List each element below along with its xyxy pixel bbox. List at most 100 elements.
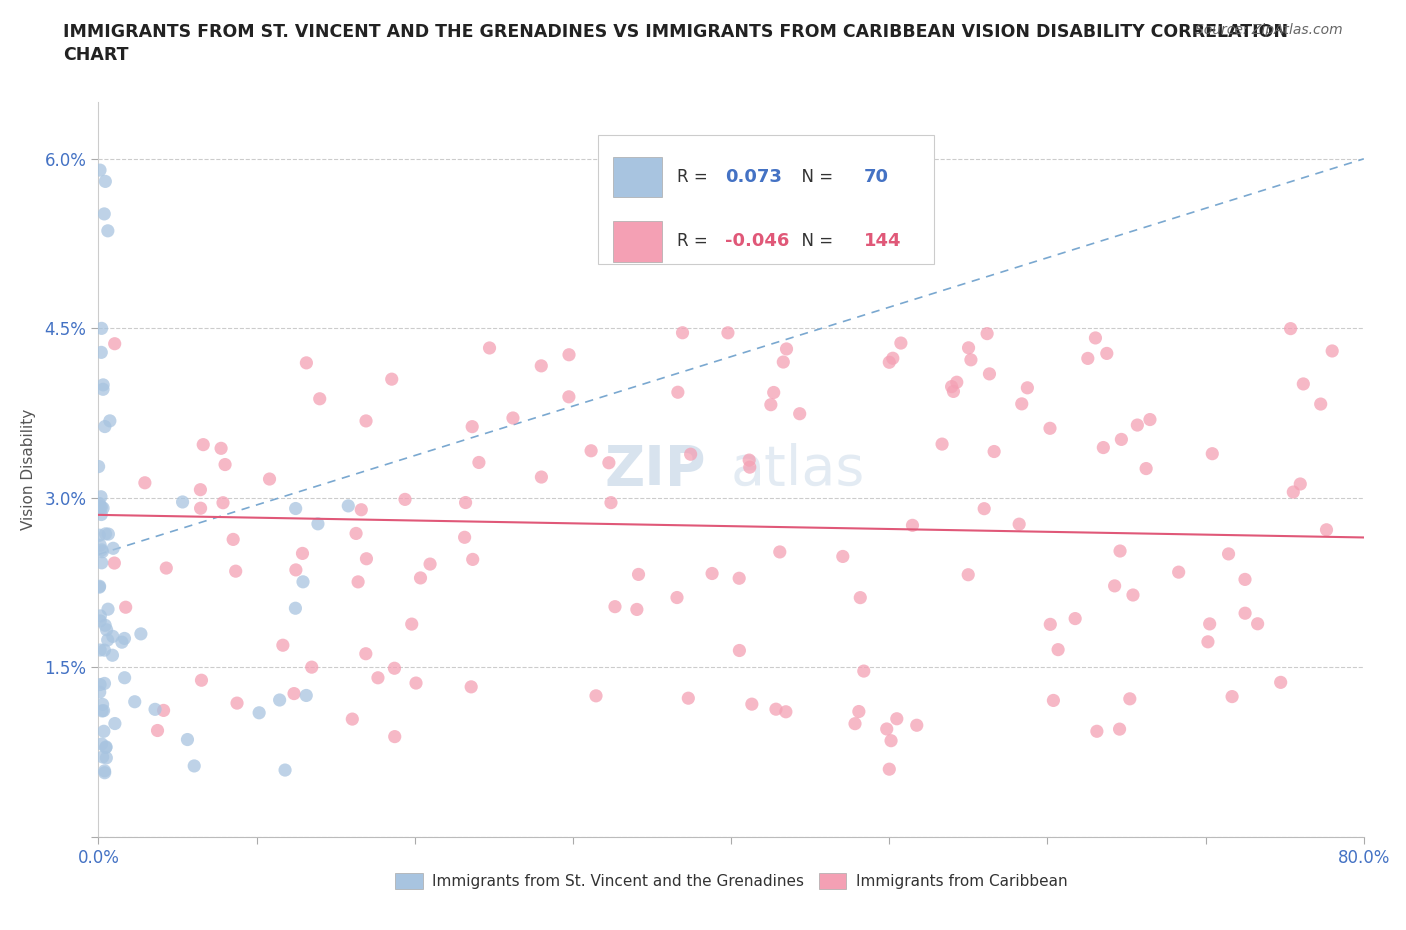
Point	[89, 496, 111, 511]
Point	[478, 340, 501, 355]
Point	[342, 711, 364, 726]
Point	[775, 341, 797, 356]
Point	[87, 459, 110, 474]
Point	[973, 501, 995, 516]
Point	[1017, 380, 1039, 395]
Point	[876, 722, 898, 737]
Point	[852, 664, 875, 679]
Point	[89, 684, 111, 699]
Point	[558, 390, 581, 405]
FancyBboxPatch shape	[613, 157, 661, 197]
Point	[979, 366, 1001, 381]
Point	[91, 500, 114, 515]
Point	[942, 384, 965, 399]
Point	[381, 372, 404, 387]
Point	[93, 765, 115, 780]
Point	[1085, 724, 1108, 738]
Point	[271, 638, 294, 653]
Point	[354, 414, 377, 429]
Point	[454, 495, 477, 510]
Point	[97, 526, 120, 541]
Point	[292, 575, 315, 590]
Point	[941, 379, 963, 394]
Point	[93, 724, 115, 738]
Text: Source: ZipAtlas.com: Source: ZipAtlas.com	[1195, 23, 1343, 37]
Point	[91, 378, 114, 392]
Point	[93, 764, 115, 778]
Point	[295, 688, 318, 703]
Point	[90, 737, 112, 751]
Point	[789, 406, 811, 421]
Point	[94, 174, 117, 189]
Point	[1218, 547, 1240, 562]
Point	[89, 163, 111, 178]
Point	[1042, 693, 1064, 708]
Point	[222, 532, 245, 547]
Point	[603, 599, 626, 614]
Point	[89, 538, 111, 552]
Point	[848, 704, 870, 719]
Point	[344, 526, 367, 541]
Point	[1095, 346, 1118, 361]
Point	[269, 693, 291, 708]
Point	[728, 643, 751, 658]
Point	[419, 557, 441, 572]
Point	[461, 552, 484, 567]
Point	[225, 564, 247, 578]
Point	[183, 759, 205, 774]
Point	[93, 703, 115, 718]
Point	[90, 555, 112, 570]
Point	[775, 704, 797, 719]
Point	[530, 470, 553, 485]
Point	[738, 453, 761, 468]
Point	[1126, 418, 1149, 432]
Point	[957, 567, 980, 582]
Point	[152, 703, 174, 718]
Point	[1220, 689, 1243, 704]
Point	[1008, 517, 1031, 532]
Point	[94, 419, 117, 434]
Point	[274, 763, 297, 777]
Point	[214, 458, 236, 472]
Point	[91, 544, 114, 559]
Point	[671, 326, 693, 340]
Point	[96, 622, 118, 637]
Point	[104, 337, 127, 352]
Text: 144: 144	[863, 232, 901, 250]
Point	[347, 575, 370, 590]
Y-axis label: Vision Disability: Vision Disability	[21, 409, 37, 530]
Text: CHART: CHART	[63, 46, 129, 64]
Point	[678, 691, 700, 706]
Point	[880, 733, 903, 748]
Point	[1139, 412, 1161, 427]
Point	[772, 354, 794, 369]
Point	[284, 563, 307, 578]
Point	[1104, 578, 1126, 593]
Point	[765, 702, 787, 717]
Point	[354, 646, 377, 661]
Point	[91, 697, 114, 711]
Point	[882, 351, 904, 365]
Point	[176, 732, 198, 747]
Point	[129, 627, 152, 642]
Point	[337, 498, 360, 513]
Point	[90, 489, 112, 504]
Text: R =: R =	[676, 168, 713, 186]
Point	[308, 392, 330, 406]
Point	[291, 546, 314, 561]
Point	[350, 502, 373, 517]
Point	[1201, 446, 1223, 461]
Point	[460, 680, 482, 695]
FancyBboxPatch shape	[613, 221, 661, 261]
Point	[103, 555, 125, 570]
Point	[468, 455, 491, 470]
Point	[1309, 396, 1331, 411]
Point	[409, 570, 432, 585]
Point	[96, 751, 118, 765]
Point	[101, 541, 124, 556]
Point	[453, 530, 475, 545]
Point	[143, 702, 166, 717]
Point	[1039, 421, 1062, 436]
Point	[90, 345, 112, 360]
Point	[1292, 377, 1315, 392]
